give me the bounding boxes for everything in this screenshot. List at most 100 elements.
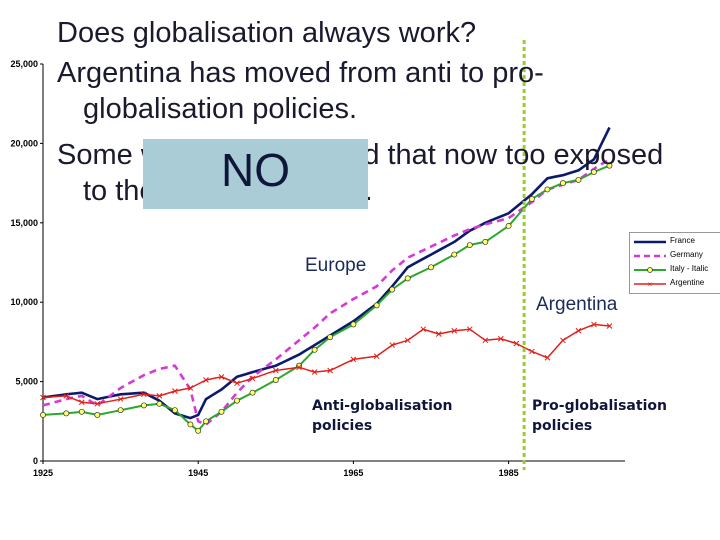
y-tick-label: 5,000: [15, 377, 38, 387]
title-line-2: Argentina has moved from anti to pro-: [57, 57, 544, 89]
data-point: [94, 400, 101, 407]
data-point: [451, 327, 458, 334]
argentina-label: Argentina: [536, 294, 618, 315]
data-point: [389, 342, 396, 348]
data-point: [203, 377, 209, 383]
data-point: [404, 275, 411, 282]
x-tick-label: 1945: [188, 468, 208, 478]
legend-item-italy: Italy - Italic: [630, 263, 720, 276]
data-point: [218, 373, 225, 380]
series-italy-italic: [40, 162, 613, 434]
x-tick-label: 1985: [499, 468, 519, 478]
y-tick-label: 15,000: [10, 218, 38, 228]
chart-axes: [42, 64, 625, 462]
title-line-1: Does globalisation always work?: [57, 17, 477, 49]
y-tick-label: 25,000: [10, 59, 38, 69]
legend-item-france: France: [630, 235, 720, 248]
data-point: [575, 327, 582, 334]
data-point: [591, 169, 597, 175]
data-point: [451, 251, 458, 258]
data-point: [466, 326, 473, 333]
series-line: [42, 126, 611, 420]
series-line: [42, 164, 610, 432]
data-point: [404, 337, 411, 344]
svg-text:×: ×: [648, 280, 653, 289]
data-point: [350, 356, 357, 363]
data-point: [435, 331, 442, 337]
data-point: [156, 400, 163, 407]
data-point: [544, 354, 551, 361]
data-point: [171, 407, 178, 414]
data-point: [78, 399, 85, 406]
legend-label-france: France: [670, 236, 695, 245]
pro-globalisation-line-1: Pro-globalisation: [532, 398, 667, 414]
data-point: [94, 411, 101, 418]
data-point: [606, 323, 613, 329]
series-line: [42, 323, 610, 405]
data-point: [234, 397, 240, 404]
pro-globalisation-label: Pro-globalisation policies: [532, 396, 667, 436]
data-point: [249, 375, 256, 382]
europe-label: Europe: [305, 255, 367, 276]
data-point: [40, 411, 46, 418]
data-point: [497, 335, 504, 342]
anti-globalisation-label: Anti-globalisation policies: [312, 396, 452, 436]
anti-globalisation-line-1: Anti-globalisation: [312, 398, 453, 414]
data-point: [513, 340, 520, 347]
data-point: [78, 408, 85, 415]
chart-legend: France Germany Italy - Italic × Argentin…: [629, 232, 720, 294]
no-stamp-text: NO: [221, 144, 290, 196]
x-tick-label: 1925: [33, 468, 53, 478]
data-point: [63, 410, 70, 417]
data-point: [606, 162, 613, 169]
legend-item-germany: Germany: [630, 249, 720, 262]
data-point: [140, 402, 147, 409]
legend-label-italy: Italy - Italic: [670, 264, 709, 273]
series-france: [42, 126, 611, 420]
data-point: [203, 418, 209, 425]
legend-label-germany: Germany: [670, 250, 703, 259]
data-point: [156, 393, 163, 399]
legend-label-argentine: Argentine: [670, 278, 705, 287]
data-point: [505, 223, 512, 229]
anti-globalisation-line-2: policies: [312, 418, 373, 434]
series-line: [42, 158, 611, 426]
data-point: [272, 377, 279, 383]
data-point: [63, 393, 70, 399]
data-point: [187, 421, 194, 428]
y-tick-label: 0: [33, 456, 38, 466]
data-point: [575, 176, 582, 183]
data-point: [528, 196, 535, 202]
y-tick-label: 10,000: [10, 297, 38, 307]
data-point: [389, 286, 396, 293]
data-point: [560, 337, 566, 344]
data-point: [529, 348, 535, 355]
data-point: [482, 238, 489, 245]
data-point: [428, 264, 434, 271]
series-argentine: [40, 321, 613, 407]
no-stamp: NO: [143, 139, 368, 209]
data-point: [559, 180, 566, 187]
y-tick-label: 20,000: [10, 138, 38, 148]
data-point: [195, 427, 202, 434]
data-point: [117, 396, 124, 402]
data-point: [311, 369, 318, 375]
data-point: [249, 389, 256, 396]
data-point: [466, 242, 473, 248]
x-axis-ticks: 1925 1945 1965 1985: [33, 461, 519, 478]
data-point: [272, 367, 279, 374]
data-point: [187, 385, 194, 391]
data-point: [311, 346, 318, 353]
series-layer: [40, 126, 613, 434]
data-point: [141, 391, 147, 398]
data-point: [327, 367, 333, 374]
data-point: [296, 364, 302, 371]
data-point: [172, 388, 178, 394]
data-point: [234, 380, 240, 387]
data-point: [482, 337, 489, 344]
data-point: [544, 186, 551, 193]
data-point: [327, 334, 334, 341]
data-point: [350, 321, 357, 328]
pro-globalisation-line-2: policies: [532, 418, 593, 434]
